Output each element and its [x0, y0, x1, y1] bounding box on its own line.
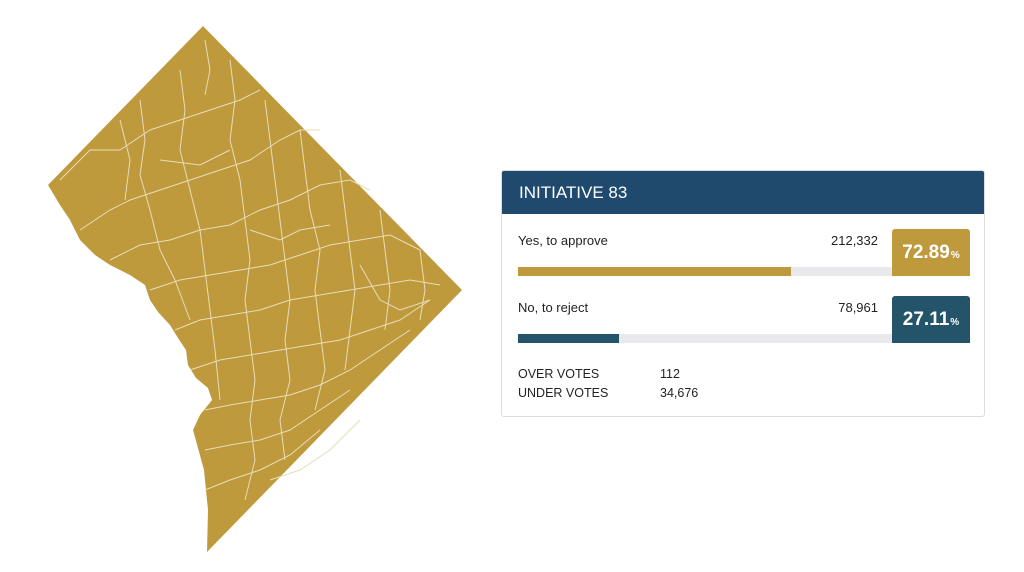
stat-value: 112: [660, 367, 680, 381]
option-row-no: No, to reject 78,961 27.11%: [518, 296, 970, 346]
vote-stats: OVER VOTES 112 UNDER VOTES 34,676: [518, 367, 818, 405]
option-votes: 78,961: [838, 300, 878, 315]
vote-share-bar: [518, 334, 892, 343]
city-boundary: [48, 26, 462, 552]
percent-symbol: %: [950, 317, 960, 328]
option-votes: 212,332: [831, 233, 878, 248]
stat-label: UNDER VOTES: [518, 386, 609, 400]
stat-value: 34,676: [660, 386, 699, 400]
stat-over-votes: OVER VOTES 112: [518, 367, 818, 386]
vote-share-bar: [518, 267, 892, 276]
stat-under-votes: UNDER VOTES 34,676: [518, 386, 818, 405]
precinct-boundaries: [59, 39, 441, 501]
option-row-yes: Yes, to approve 212,332 72.89%: [518, 229, 970, 279]
percent-badge: 27.11%: [892, 296, 970, 343]
percent-badge: 72.89%: [892, 229, 970, 276]
percent-value: 27.11: [902, 308, 950, 330]
results-card: INITIATIVE 83 Yes, to approve 212,332 72…: [501, 170, 985, 417]
percent-symbol: %: [950, 250, 960, 261]
option-label: Yes, to approve: [518, 233, 608, 248]
vote-share-fill: [518, 334, 620, 343]
precinct-map: [48, 26, 462, 552]
percent-value: 72.89: [902, 241, 950, 263]
stat-label: OVER VOTES: [518, 367, 600, 381]
results-title: INITIATIVE 83: [502, 171, 984, 214]
vote-share-fill: [518, 267, 791, 276]
option-label: No, to reject: [518, 300, 589, 315]
